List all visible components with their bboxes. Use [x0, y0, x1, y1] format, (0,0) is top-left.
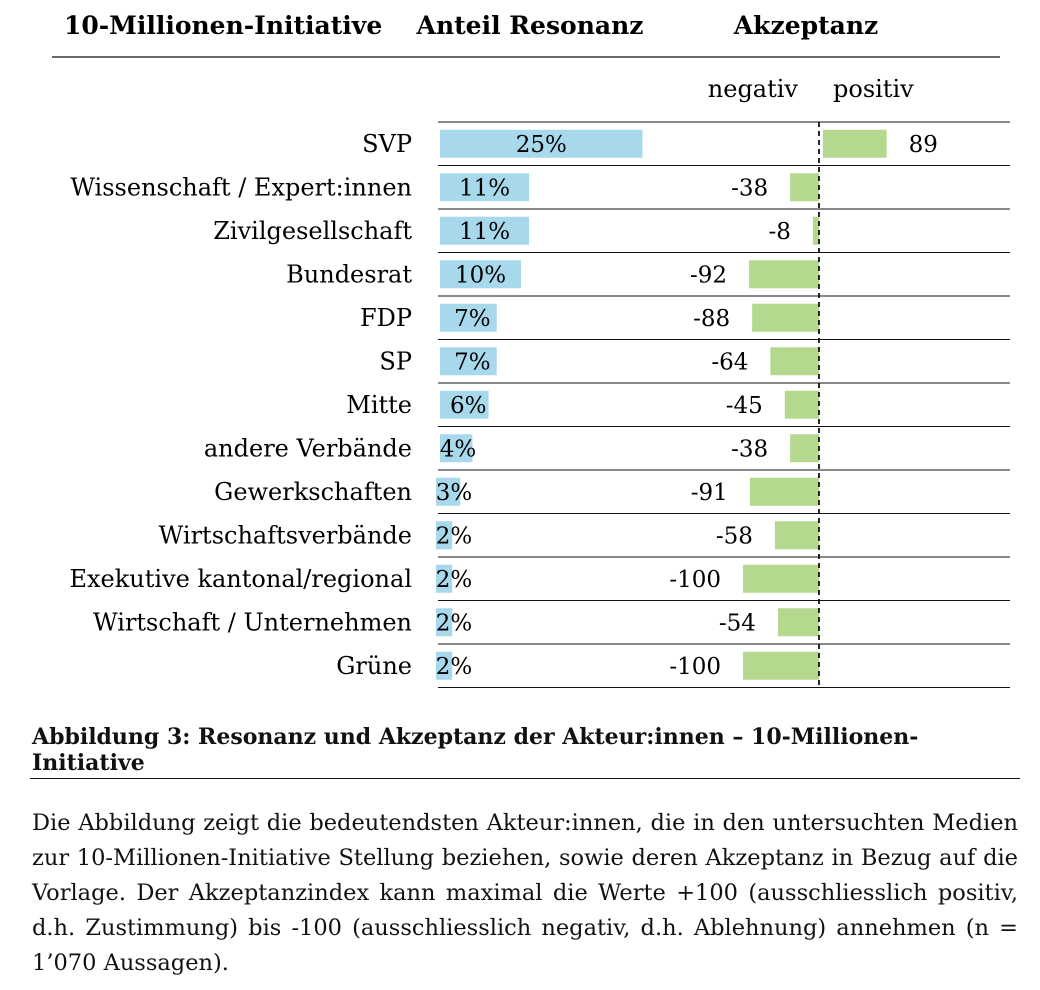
share-bar [436, 521, 453, 550]
acceptance-label: -54 [719, 610, 756, 636]
acceptance-label: -58 [716, 523, 753, 549]
acceptance-label: -38 [731, 436, 768, 462]
share-label: 2% [436, 523, 473, 549]
acceptance-bar [812, 216, 819, 245]
caption-rule [30, 778, 1020, 779]
share-bar [436, 651, 453, 680]
acceptance-label: -38 [731, 175, 768, 201]
acceptance-label: -88 [693, 306, 730, 332]
header-topic: 10-Millionen-Initiative [64, 11, 382, 40]
category-label: Mitte [346, 391, 412, 419]
share-bar [440, 173, 530, 202]
acceptance-bar [749, 260, 819, 289]
acceptance-bar [790, 173, 819, 202]
header-acceptance: Akzeptanz [733, 11, 878, 40]
figure-caption-title: Abbildung 3: Resonanz und Akzeptanz der … [32, 724, 919, 776]
acceptance-bar [784, 390, 819, 419]
acceptance-label: -64 [711, 349, 748, 375]
acceptance-label: -91 [691, 480, 728, 506]
acceptance-label: -100 [669, 654, 721, 680]
share-bar [440, 260, 521, 289]
acceptance-bar [823, 129, 887, 158]
share-bar [440, 216, 530, 245]
share-label: 25% [516, 132, 567, 158]
resonance-acceptance-chart: 10-Millionen-Initiative Anteil Resonanz … [52, 11, 1010, 688]
share-bar [436, 608, 453, 637]
share-label: 2% [436, 567, 473, 593]
category-label: Gewerkschaften [214, 478, 412, 506]
share-bar [440, 347, 497, 376]
share-label: 3% [436, 480, 473, 506]
share-label: 6% [450, 393, 487, 419]
category-label: SVP [362, 130, 412, 158]
acceptance-label: -8 [769, 219, 791, 245]
share-label: 4% [440, 436, 477, 462]
acceptance-bar [743, 651, 819, 680]
share-bar [440, 303, 497, 332]
acceptance-bar [749, 477, 819, 506]
share-bar [440, 434, 473, 463]
category-label: Bundesrat [286, 260, 412, 288]
category-label: SP [379, 347, 412, 375]
acceptance-bar [770, 347, 819, 376]
label-positive: positiv [833, 75, 914, 103]
acceptance-bar [752, 303, 819, 332]
acceptance-bar [790, 434, 819, 463]
category-label: FDP [360, 304, 412, 332]
category-label: Zivilgesellschaft [213, 217, 412, 245]
share-label: 2% [436, 654, 473, 680]
acceptance-bar [743, 564, 819, 593]
share-label: 7% [454, 349, 491, 375]
acceptance-bar [774, 521, 819, 550]
acceptance-bar [777, 608, 819, 637]
category-label: Wirtschaftsverbände [159, 521, 412, 549]
acceptance-label: -92 [690, 262, 727, 288]
figure-caption-text: Die Abbildung zeigt die bedeutendsten Ak… [32, 810, 1018, 976]
share-label: 2% [436, 610, 473, 636]
acceptance-label: 89 [909, 132, 938, 158]
acceptance-label: -100 [669, 567, 721, 593]
share-label: 10% [455, 262, 506, 288]
share-bar [440, 390, 489, 419]
share-label: 7% [454, 306, 491, 332]
category-label: andere Verbände [204, 434, 412, 462]
share-label: 11% [459, 219, 510, 245]
share-bar [436, 564, 453, 593]
label-negative: negativ [708, 75, 799, 103]
category-label: Wirtschaft / Unternehmen [93, 608, 412, 636]
share-label: 11% [459, 175, 510, 201]
header-share: Anteil Resonanz [416, 11, 644, 40]
category-label: Exekutive kantonal/regional [69, 565, 412, 593]
share-bar [436, 477, 461, 506]
category-label: Grüne [336, 652, 412, 680]
acceptance-label: -45 [726, 393, 763, 419]
category-label: Wissenschaft / Expert:innen [70, 173, 412, 201]
share-bar [440, 129, 643, 158]
